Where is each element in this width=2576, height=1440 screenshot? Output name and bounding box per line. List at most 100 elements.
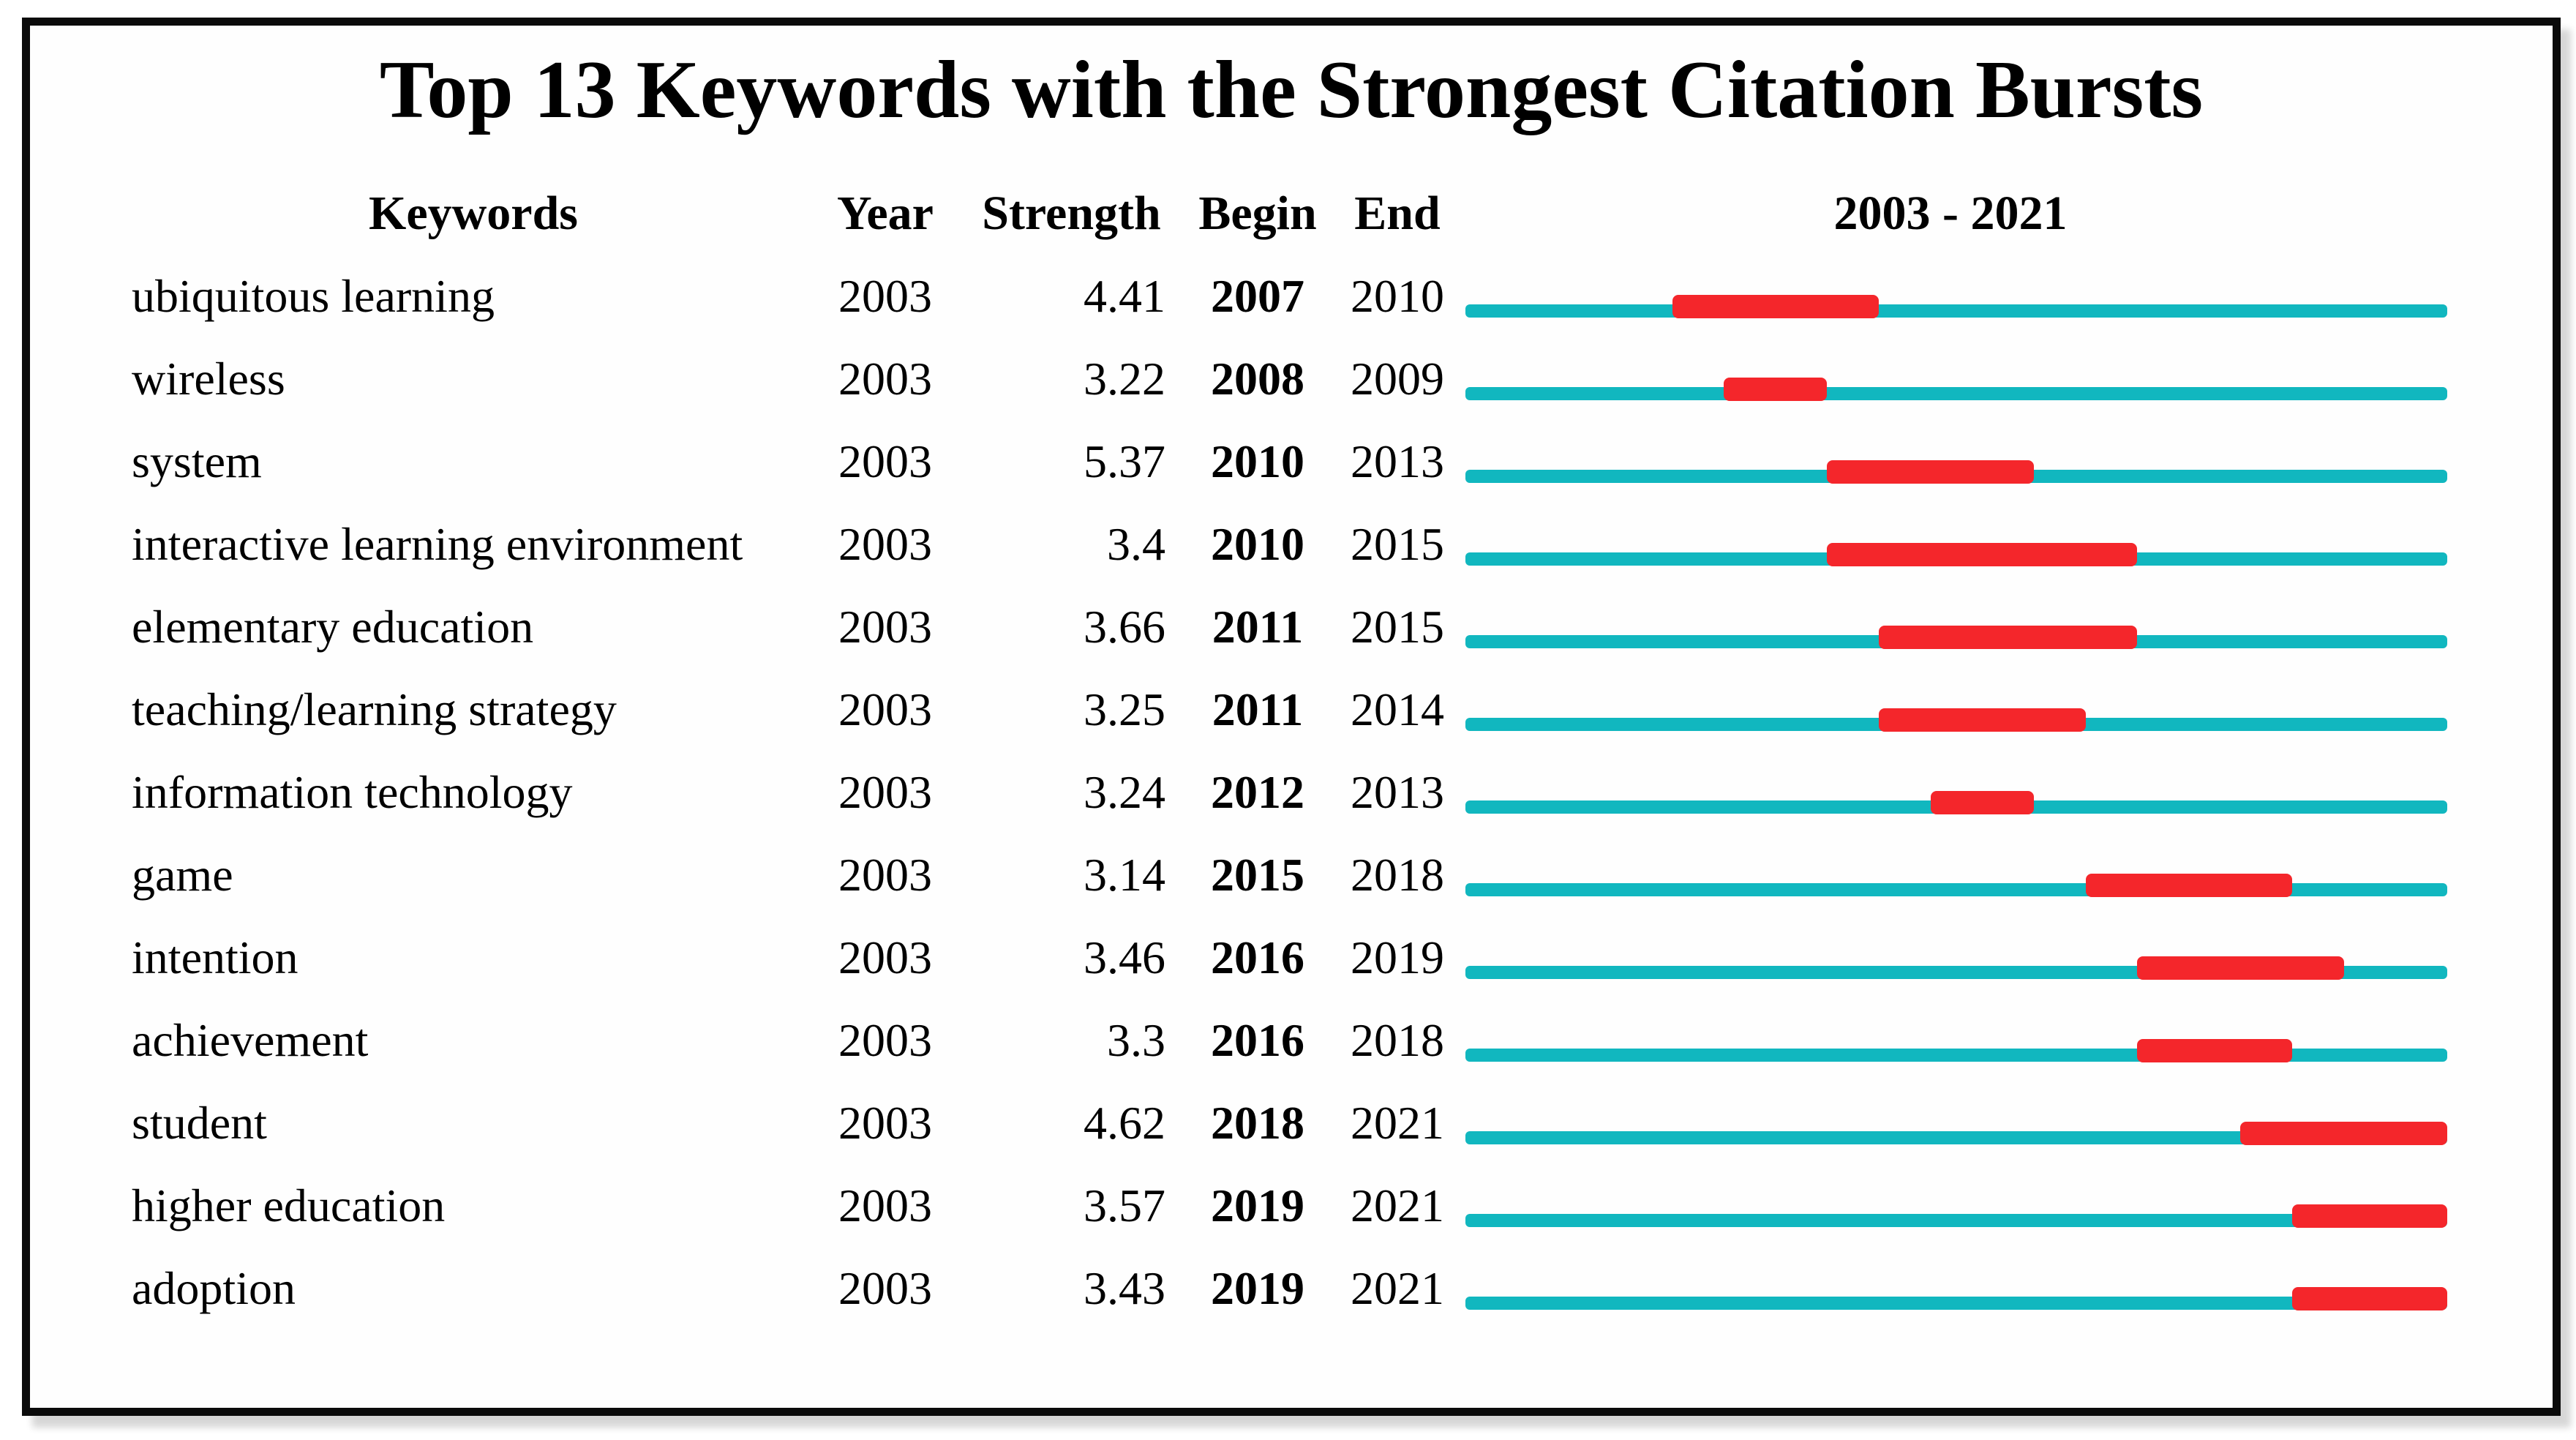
begin-value: 2011 <box>1212 683 1304 735</box>
strength-value: 3.66 <box>1084 601 1165 653</box>
column-header-begin: Begin <box>1198 187 1317 240</box>
keyword-label: interactive learning environment <box>132 518 743 570</box>
end-value: 2019 <box>1351 931 1444 983</box>
begin-value: 2015 <box>1211 849 1304 901</box>
year-value: 2003 <box>838 1014 932 1066</box>
year-value: 2003 <box>838 683 932 735</box>
keyword-label: game <box>132 849 233 901</box>
table-row: ubiquitous learning 2003 4.41 2007 2010 <box>30 269 2553 352</box>
end-value: 2015 <box>1351 601 1444 653</box>
year-value: 2003 <box>838 1180 932 1231</box>
table-row: information technology 2003 3.24 2012 2013 <box>30 765 2553 848</box>
end-value: 2014 <box>1351 683 1444 735</box>
timeline-track <box>1465 352 2447 435</box>
begin-value: 2007 <box>1211 270 1304 322</box>
keyword-label: wireless <box>132 353 285 405</box>
end-value: 2018 <box>1351 849 1444 901</box>
keyword-label: higher education <box>132 1180 446 1231</box>
strength-value: 3.14 <box>1084 849 1165 901</box>
end-value: 2018 <box>1351 1014 1444 1066</box>
timeline-track <box>1465 848 2447 931</box>
timeline-track <box>1465 931 2447 1013</box>
column-header-timeline-range: 2003 - 2021 <box>1833 187 2068 240</box>
year-value: 2003 <box>838 435 932 487</box>
begin-value: 2018 <box>1211 1097 1304 1149</box>
table-row: adoption 2003 3.43 2019 2021 <box>30 1261 2553 1344</box>
timeline-track <box>1465 1179 2447 1261</box>
table-row: intention 2003 3.46 2016 2019 <box>30 931 2553 1013</box>
begin-value: 2011 <box>1212 601 1304 653</box>
burst-segment <box>1879 708 2086 732</box>
end-value: 2021 <box>1351 1262 1444 1314</box>
column-header-strength: Strength <box>982 187 1161 240</box>
column-header-end: End <box>1354 187 1441 240</box>
begin-value: 2016 <box>1211 931 1304 983</box>
strength-value: 3.22 <box>1084 353 1165 405</box>
table-row: higher education 2003 3.57 2019 2021 <box>30 1179 2553 1261</box>
keyword-label: information technology <box>132 766 573 818</box>
strength-value: 5.37 <box>1084 435 1165 487</box>
table-row: wireless 2003 3.22 2008 2009 <box>30 352 2553 435</box>
year-value: 2003 <box>838 353 932 405</box>
timeline-track <box>1465 1096 2447 1179</box>
table-row: system 2003 5.37 2010 2013 <box>30 435 2553 517</box>
keyword-label: elementary education <box>132 601 534 653</box>
year-value: 2003 <box>838 518 932 570</box>
timeline-baseline <box>1465 883 2447 896</box>
citation-burst-figure: Top 13 Keywords with the Strongest Citat… <box>22 18 2561 1416</box>
keyword-label: intention <box>132 931 298 983</box>
strength-value: 3.4 <box>1107 518 1165 570</box>
table-row: interactive learning environment 2003 3.4 2… <box>30 517 2553 600</box>
timeline-baseline <box>1465 387 2447 400</box>
timeline-track <box>1465 1013 2447 1096</box>
burst-segment <box>2085 874 2293 897</box>
timeline-baseline <box>1465 1214 2447 1227</box>
burst-segment <box>1827 543 2138 566</box>
burst-segment <box>2137 1039 2293 1062</box>
table-row: teaching/learning strategy 2003 3.25 2011 20… <box>30 683 2553 765</box>
strength-value: 3.46 <box>1084 931 1165 983</box>
strength-value: 4.41 <box>1084 270 1165 322</box>
timeline-track <box>1465 683 2447 765</box>
strength-value: 3.3 <box>1107 1014 1165 1066</box>
table-row: elementary education 2003 3.66 2011 2015 <box>30 600 2553 683</box>
year-value: 2003 <box>838 270 932 322</box>
begin-value: 2016 <box>1211 1014 1304 1066</box>
end-value: 2015 <box>1351 518 1444 570</box>
strength-value: 3.25 <box>1084 683 1165 735</box>
begin-value: 2012 <box>1211 766 1304 818</box>
timeline-track <box>1465 600 2447 683</box>
timeline-track <box>1465 517 2447 600</box>
column-header-keywords: Keywords <box>369 187 578 240</box>
table-row: achievement 2003 3.3 2016 2018 <box>30 1013 2553 1096</box>
end-value: 2013 <box>1351 435 1444 487</box>
burst-segment <box>2137 956 2344 980</box>
begin-value: 2008 <box>1211 353 1304 405</box>
year-value: 2003 <box>838 849 932 901</box>
keyword-label: adoption <box>132 1262 296 1314</box>
timeline-track <box>1465 269 2447 352</box>
year-value: 2003 <box>838 931 932 983</box>
year-value: 2003 <box>838 1262 932 1314</box>
end-value: 2013 <box>1351 766 1444 818</box>
end-value: 2010 <box>1351 270 1444 322</box>
keyword-label: student <box>132 1097 267 1149</box>
begin-value: 2010 <box>1211 518 1304 570</box>
burst-segment <box>2292 1287 2447 1310</box>
timeline-baseline <box>1465 1131 2447 1144</box>
timeline-track <box>1465 435 2447 517</box>
end-value: 2021 <box>1351 1097 1444 1149</box>
year-value: 2003 <box>838 1097 932 1149</box>
end-value: 2021 <box>1351 1180 1444 1231</box>
column-header-year: Year <box>837 187 934 240</box>
burst-segment <box>1724 378 1828 401</box>
strength-value: 4.62 <box>1084 1097 1165 1149</box>
begin-value: 2019 <box>1211 1262 1304 1314</box>
burst-segment <box>1930 791 2034 814</box>
strength-value: 3.57 <box>1084 1180 1165 1231</box>
burst-segment <box>1879 626 2138 649</box>
keyword-label: achievement <box>132 1014 369 1066</box>
timeline-track <box>1465 765 2447 848</box>
burst-segment <box>1827 460 2034 484</box>
strength-value: 3.43 <box>1084 1262 1165 1314</box>
